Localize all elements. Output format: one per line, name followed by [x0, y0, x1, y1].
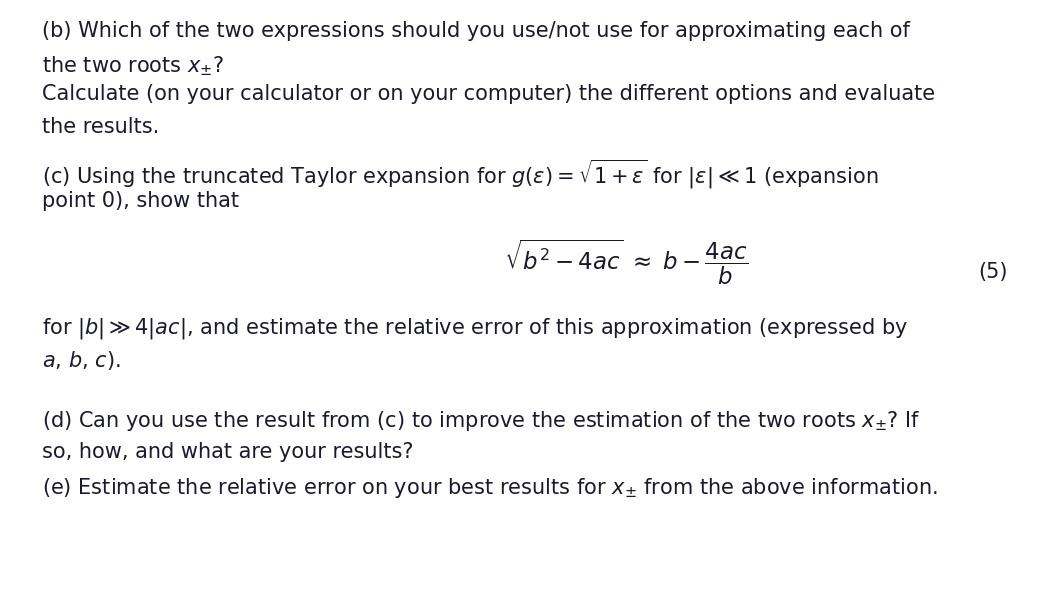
Text: the two roots $x_{\pm}$?: the two roots $x_{\pm}$?	[42, 54, 225, 78]
Text: $a$, $b$, $c$).: $a$, $b$, $c$).	[42, 349, 121, 372]
Text: (e) Estimate the relative error on your best results for $x_{\pm}$ from the abov: (e) Estimate the relative error on your …	[42, 476, 938, 500]
Text: (d) Can you use the result from (c) to improve the estimation of the two roots $: (d) Can you use the result from (c) to i…	[42, 409, 921, 433]
Text: (b) Which of the two expressions should you use/not use for approximating each o: (b) Which of the two expressions should …	[42, 21, 910, 41]
Text: (c) Using the truncated Taylor expansion for $g(\varepsilon) = \sqrt{1 + \vareps: (c) Using the truncated Taylor expansion…	[42, 158, 879, 191]
Text: the results.: the results.	[42, 117, 160, 137]
Text: Calculate (on your calculator or on your computer) the different options and eva: Calculate (on your calculator or on your…	[42, 84, 936, 104]
Text: $\sqrt{b^2 - 4ac} \;\approx\; b - \dfrac{4ac}{b}$: $\sqrt{b^2 - 4ac} \;\approx\; b - \dfrac…	[504, 237, 749, 287]
Text: (5): (5)	[979, 262, 1008, 282]
Text: for $|b| \gg 4|ac|$, and estimate the relative error of this approximation (expr: for $|b| \gg 4|ac|$, and estimate the re…	[42, 316, 908, 341]
Text: point 0), show that: point 0), show that	[42, 191, 239, 211]
Text: so, how, and what are your results?: so, how, and what are your results?	[42, 442, 414, 462]
